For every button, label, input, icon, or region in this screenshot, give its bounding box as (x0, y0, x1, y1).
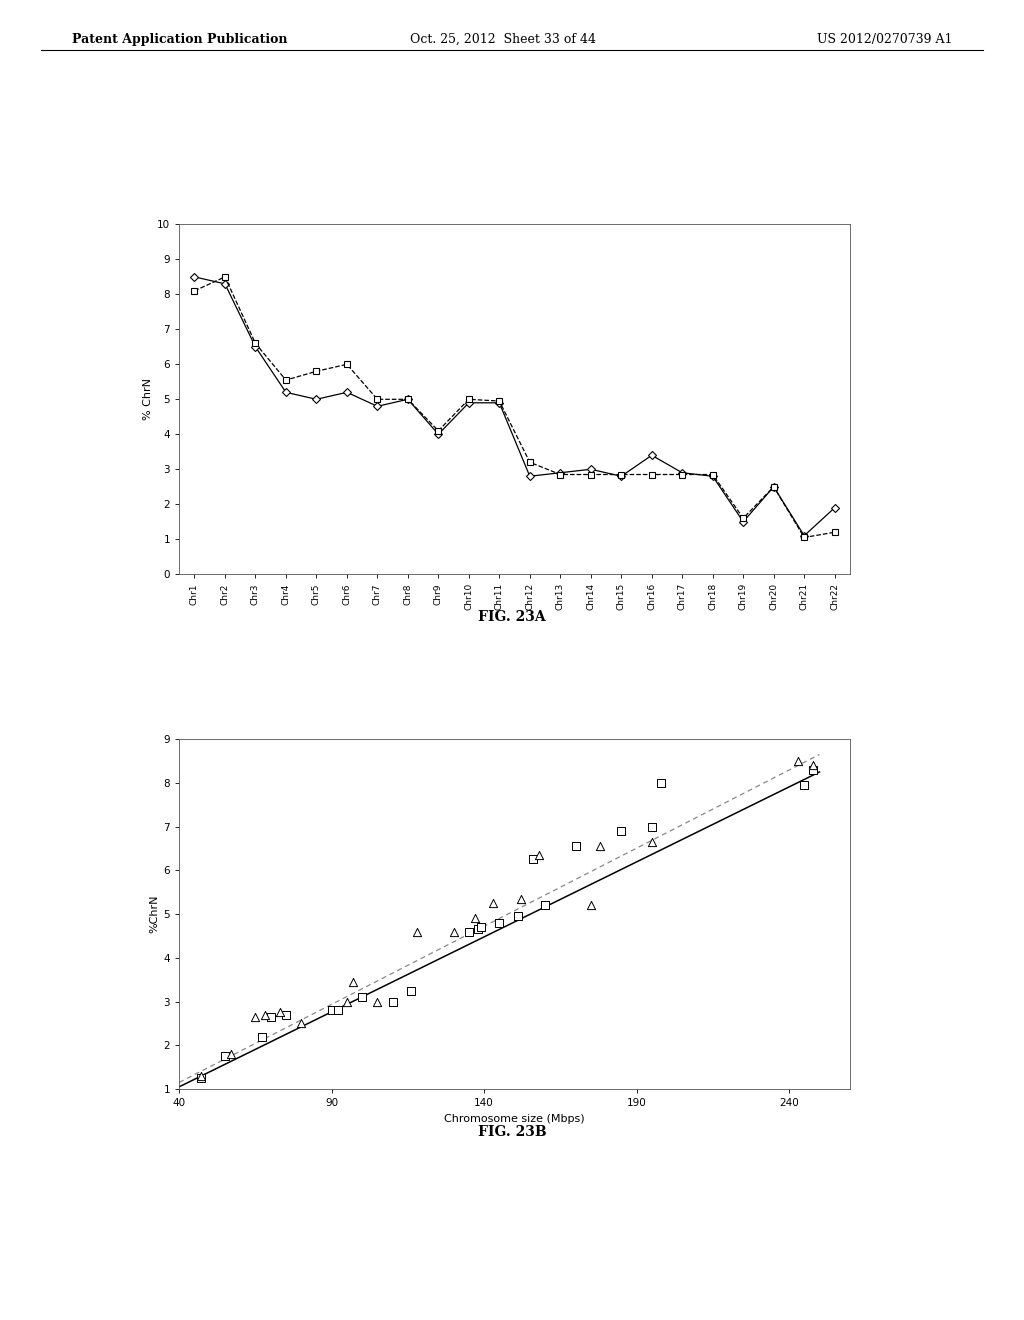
Point (278, 1005, 294, 1026)
Point (524, 849, 541, 870)
Point (345, 972, 361, 993)
Point (217, 1045, 233, 1067)
Point (223, 1043, 240, 1064)
Point (256, 1005, 272, 1026)
Point (330, 999, 346, 1020)
Point (485, 892, 502, 913)
Text: US 2012/0270739 A1: US 2012/0270739 A1 (817, 33, 952, 46)
Point (370, 991, 386, 1012)
Point (293, 1012, 309, 1034)
Point (402, 979, 419, 1001)
X-axis label: Chromosome size (Mbps): Chromosome size (Mbps) (444, 1114, 585, 1123)
Point (530, 845, 547, 866)
Point (445, 921, 462, 942)
Point (509, 906, 525, 927)
Point (805, 759, 821, 780)
Text: FIG. 23B: FIG. 23B (477, 1125, 547, 1139)
Point (583, 895, 599, 916)
Point (652, 772, 669, 793)
Point (537, 895, 553, 916)
Point (592, 836, 608, 857)
Point (354, 986, 371, 1007)
Point (324, 999, 340, 1020)
Text: Patent Application Publication: Patent Application Publication (72, 33, 287, 46)
Point (193, 1068, 209, 1089)
Y-axis label: % ChrN: % ChrN (143, 379, 153, 420)
Point (473, 916, 489, 937)
Text: FIG. 23A: FIG. 23A (478, 610, 546, 624)
Point (262, 1006, 279, 1027)
Point (567, 836, 584, 857)
Point (470, 919, 486, 940)
Text: Oct. 25, 2012  Sheet 33 of 44: Oct. 25, 2012 Sheet 33 of 44 (410, 33, 596, 46)
Point (461, 921, 477, 942)
Point (193, 1065, 209, 1086)
Point (339, 991, 355, 1012)
Point (271, 1002, 288, 1023)
Point (643, 832, 659, 853)
Point (643, 816, 659, 837)
Point (467, 908, 483, 929)
Y-axis label: %ChrN: %ChrN (150, 895, 160, 933)
Point (384, 991, 400, 1012)
Point (512, 888, 528, 909)
Point (805, 755, 821, 776)
Point (253, 1026, 269, 1047)
Point (409, 921, 425, 942)
Point (790, 751, 806, 772)
Point (613, 821, 630, 842)
Point (796, 775, 812, 796)
Point (492, 912, 508, 933)
Point (247, 1006, 263, 1027)
